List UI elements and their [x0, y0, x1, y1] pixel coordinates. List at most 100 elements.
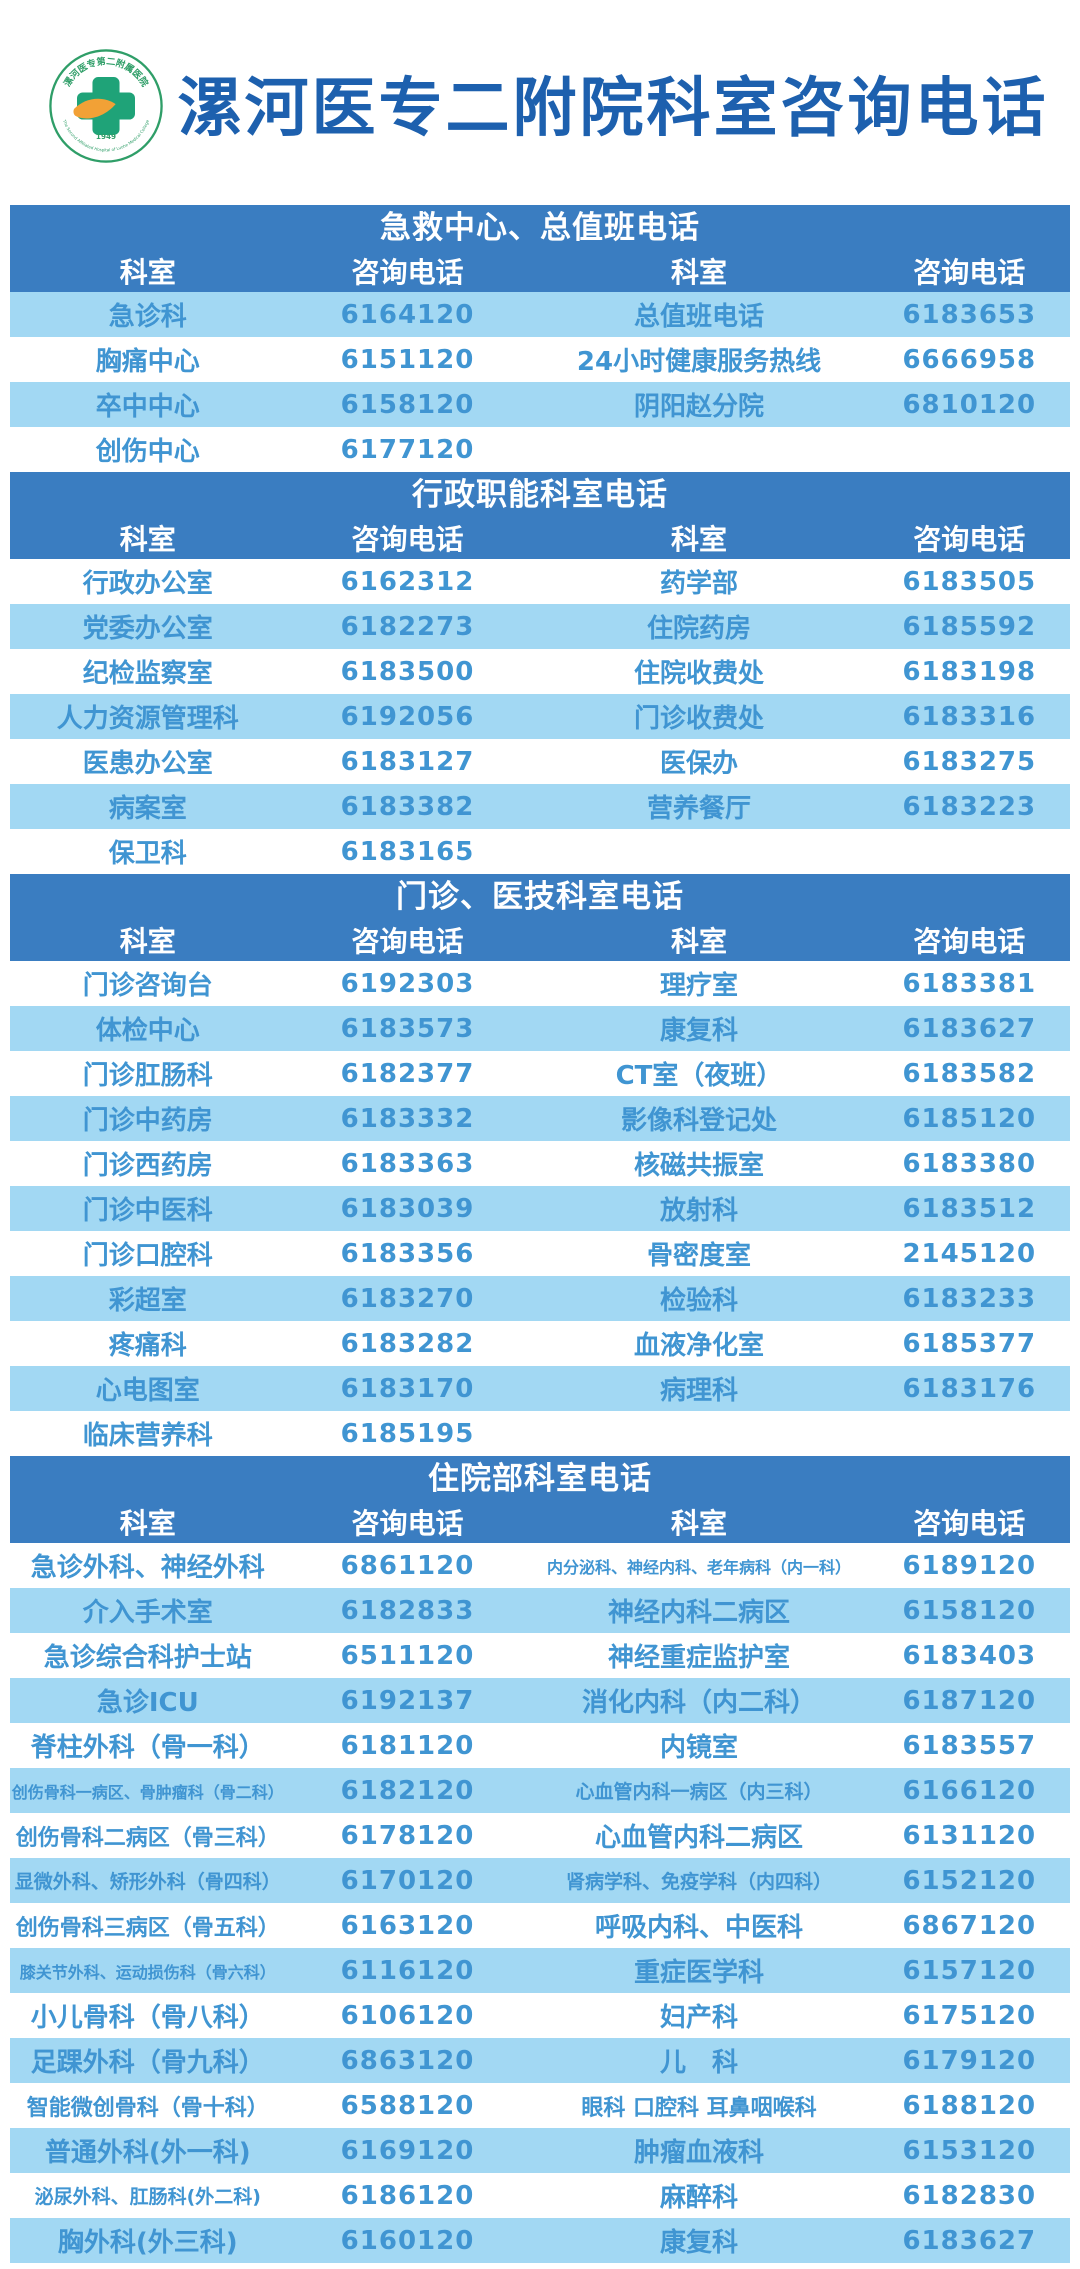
table-row: 显微外科、矫形外科（骨四科） 6170120 肾病学科、免疫学科（内四科） 61521… [10, 1858, 1070, 1903]
department-name: 保卫科 [108, 839, 187, 869]
department-name: 病案室 [108, 794, 187, 824]
department-name: 体检中心 [95, 1016, 200, 1046]
department-name: 门诊中药房 [82, 1106, 213, 1136]
column-header: 咨询电话 [351, 1506, 464, 1540]
phone-number: 6183403 [902, 1640, 1037, 1671]
department-name: 康复科 [659, 1016, 738, 1046]
phone-section: 行政职能科室电话 科室 咨询电话 科室 咨询电话 行政办公室 6162312 药学部 61835… [10, 472, 1070, 874]
section-header-band: 急救中心、总值班电话 科室 咨询电话 科室 咨询电话 [10, 205, 1070, 292]
phone-number: 6182833 [340, 1595, 475, 1626]
department-name: 住院药房 [646, 614, 751, 644]
column-header: 科室 [670, 255, 727, 289]
column-header: 咨询电话 [913, 522, 1026, 556]
phone-number: 6183382 [340, 791, 475, 822]
column-header: 咨询电话 [913, 924, 1026, 958]
department-name: 小儿骨科（骨八科） [30, 2003, 265, 2033]
table-row: 门诊口腔科 6183356 骨密度室 2145120 [10, 1231, 1070, 1276]
table-row: 门诊肛肠科 6182377 CT室（夜班） 6183582 [10, 1051, 1070, 1096]
phone-number: 6183316 [902, 701, 1037, 732]
department-name: 创伤骨科一病区、骨肿瘤科（骨二科） [11, 1782, 284, 1802]
department-name: 肿瘤血液科 [633, 2138, 764, 2168]
table-row: 纪检监察室 6183500 住院收费处 6183198 [10, 649, 1070, 694]
department-name: 人力资源管理科 [56, 704, 239, 734]
department-name: 神经重症监护室 [607, 1643, 790, 1673]
phone-number: 6183381 [902, 968, 1037, 999]
department-name: 24小时健康服务热线 [576, 347, 822, 377]
hospital-logo: 漯河医专第二附属医院 The Second Affiliated Hospita… [49, 48, 163, 163]
department-name: 显微外科、矫形外科（骨四科） [14, 1871, 281, 1893]
phone-number: 6192137 [340, 1685, 475, 1716]
department-name: 门诊中医科 [82, 1196, 213, 1226]
phone-number: 6177120 [340, 434, 475, 465]
phone-number: 6187120 [902, 1685, 1037, 1716]
phone-number: 6183332 [340, 1103, 475, 1134]
phone-number: 6160120 [340, 2225, 475, 2256]
department-name: 检验科 [659, 1286, 738, 1316]
phone-number: 6666958 [902, 344, 1037, 375]
department-name: 内分泌科、神经内科、老年病科（内一科） [546, 1557, 851, 1577]
department-name: 骨密度室 [646, 1241, 751, 1271]
department-name: 创伤骨科三病区（骨五科） [15, 1915, 280, 1941]
table-row: 急诊外科、神经外科 6861120 内分泌科、神经内科、老年病科（内一科） 61891… [10, 1543, 1070, 1588]
phone-number: 6863120 [340, 2045, 475, 2076]
table-row: 医患办公室 6183127 医保办 6183275 [10, 739, 1070, 784]
department-name: 门诊肛肠科 [82, 1061, 213, 1091]
phone-number: 6186120 [340, 2180, 475, 2211]
column-header-row: 科室 咨询电话 科室 咨询电话 [10, 249, 1070, 292]
phone-number: 6182120 [340, 1775, 475, 1806]
phone-number: 6185592 [902, 611, 1037, 642]
page-header: 漯河医专第二附属医院 The Second Affiliated Hospita… [0, 0, 1080, 205]
table-row: 脊柱外科（骨一科） 6181120 内镜室 6183557 [10, 1723, 1070, 1768]
phone-number: 6183223 [902, 791, 1037, 822]
phone-number: 6861120 [340, 1550, 475, 1581]
phone-number: 6182273 [340, 611, 475, 642]
table-row: 泌尿外科、肛肠科(外二科) 6186120 麻醉科 6182830 [10, 2173, 1070, 2218]
table-row: 创伤骨科三病区（骨五科） 6163120 呼吸内科、中医科 6867120 [10, 1903, 1070, 1948]
department-name: 门诊西药房 [82, 1151, 213, 1181]
column-header: 科室 [670, 924, 727, 958]
section-title: 行政职能科室电话 [412, 477, 668, 513]
phone-number: 6152120 [902, 1865, 1037, 1896]
department-name: 心血管内科二病区 [594, 1823, 803, 1853]
department-name: 急诊外科、神经外科 [30, 1553, 265, 1583]
phone-number: 6158120 [902, 1595, 1037, 1626]
phone-number: 6192056 [340, 701, 475, 732]
column-header: 科室 [119, 522, 176, 556]
department-name: 彩超室 [108, 1286, 187, 1316]
department-name: 重症医学科 [633, 1958, 764, 1988]
phone-number: 6162312 [340, 566, 475, 597]
department-name: 创伤骨科二病区（骨三科） [15, 1825, 280, 1851]
department-name: 普通外科(外一科) [44, 2138, 251, 2168]
department-name: 阴阳赵分院 [633, 392, 764, 422]
department-name: CT室（夜班） [615, 1061, 783, 1091]
table-row: 党委办公室 6182273 住院药房 6185592 [10, 604, 1070, 649]
department-name: 麻醉科 [659, 2183, 738, 2213]
column-header: 科室 [119, 1506, 176, 1540]
table-row: 介入手术室 6182833 神经内科二病区 6158120 [10, 1588, 1070, 1633]
department-name: 智能微创骨科（骨十科） [26, 2095, 269, 2121]
table-row: 人力资源管理科 6192056 门诊收费处 6183316 [10, 694, 1070, 739]
department-name: 心电图室 [95, 1376, 200, 1406]
phone-number: 6185120 [902, 1103, 1037, 1134]
department-name: 放射科 [659, 1196, 738, 1226]
department-name: 创伤中心 [95, 437, 200, 467]
department-name: 疼痛科 [108, 1331, 187, 1361]
table-row: 智能微创骨科（骨十科） 6588120 眼科 口腔科 耳鼻咽喉科 6188120 [10, 2083, 1070, 2128]
table-row: 创伤中心 6177120 [10, 427, 1070, 472]
phone-number: 6183557 [902, 1730, 1037, 1761]
phone-number: 6183176 [902, 1373, 1037, 1404]
phone-number: 6183275 [902, 746, 1037, 777]
table-row: 创伤骨科一病区、骨肿瘤科（骨二科） 6182120 心血管内科一病区（内三科） 616… [10, 1768, 1070, 1813]
section-title: 门诊、医技科室电话 [396, 879, 684, 915]
column-header-row: 科室 咨询电话 科室 咨询电话 [10, 918, 1070, 961]
department-name: 临床营养科 [82, 1421, 213, 1451]
department-name: 纪检监察室 [82, 659, 213, 689]
table-row: 膝关节外科、运动损伤科（骨六科） 6116120 重症医学科 6157120 [10, 1948, 1070, 1993]
column-header: 咨询电话 [351, 255, 464, 289]
phone-number: 6182377 [340, 1058, 475, 1089]
phone-number: 6192303 [340, 968, 475, 999]
phone-section: 急救中心、总值班电话 科室 咨询电话 科室 咨询电话 急诊科 6164120 总值班电话 618… [10, 205, 1070, 472]
phone-number: 6175120 [902, 2000, 1037, 2031]
logo-year: 1949 [96, 131, 116, 140]
table-row: 创伤骨科二病区（骨三科） 6178120 心血管内科二病区 6131120 [10, 1813, 1070, 1858]
